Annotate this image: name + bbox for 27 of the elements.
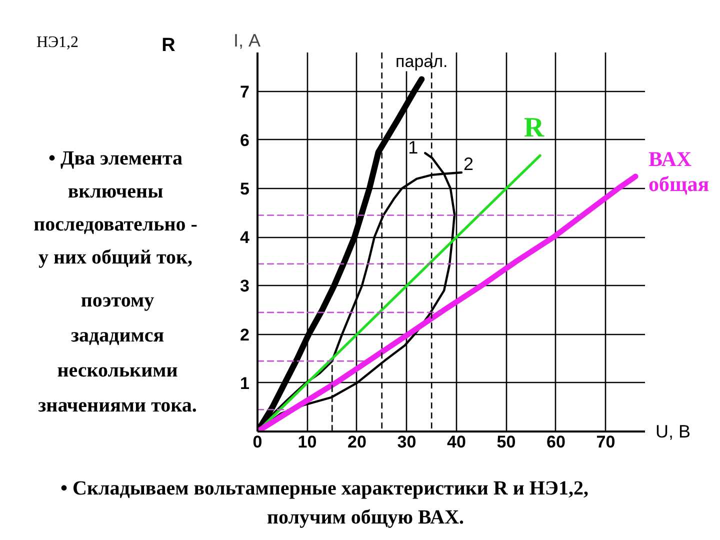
x-tick-label: 20 xyxy=(348,432,366,452)
y-tick-label: 6 xyxy=(240,130,250,150)
series-label: R xyxy=(524,112,545,144)
x-tick-label: 30 xyxy=(397,432,416,452)
text: НЭ1,2 xyxy=(36,34,79,51)
series-label: парал. xyxy=(396,52,448,72)
series-label: 1 xyxy=(408,138,418,158)
y-tick-label: 1 xyxy=(240,374,250,393)
series-label: 2 xyxy=(463,154,474,174)
text: поэтому зададимся несколькими значениями тока. xyxy=(38,290,197,416)
y-tick-label: 5 xyxy=(240,180,250,199)
y-axis-title: I, А xyxy=(234,30,261,50)
text: R xyxy=(162,35,176,56)
series-label: ВАХ общая xyxy=(648,146,710,196)
x-tick-label: 40 xyxy=(447,432,466,452)
x-tick-label: 10 xyxy=(298,432,317,452)
x-tick-label: 60 xyxy=(546,432,566,452)
x-tick-label: 50 xyxy=(496,432,516,452)
x-tick-label: 70 xyxy=(596,432,616,452)
y-tick-label: 4 xyxy=(240,228,250,248)
x-axis-title: U, В xyxy=(656,422,691,442)
y-tick-label: 3 xyxy=(240,276,250,296)
y-tick-label: 2 xyxy=(240,325,250,344)
x-tick-label: 0 xyxy=(252,432,262,452)
text: • Два элемента включены последовательно - у них общий ток, xyxy=(34,148,198,268)
text: • Складываем вольтамперные характеристики R и НЭ1,2, получим общую ВАХ. xyxy=(60,478,588,528)
y-tick-label: 7 xyxy=(240,82,250,102)
